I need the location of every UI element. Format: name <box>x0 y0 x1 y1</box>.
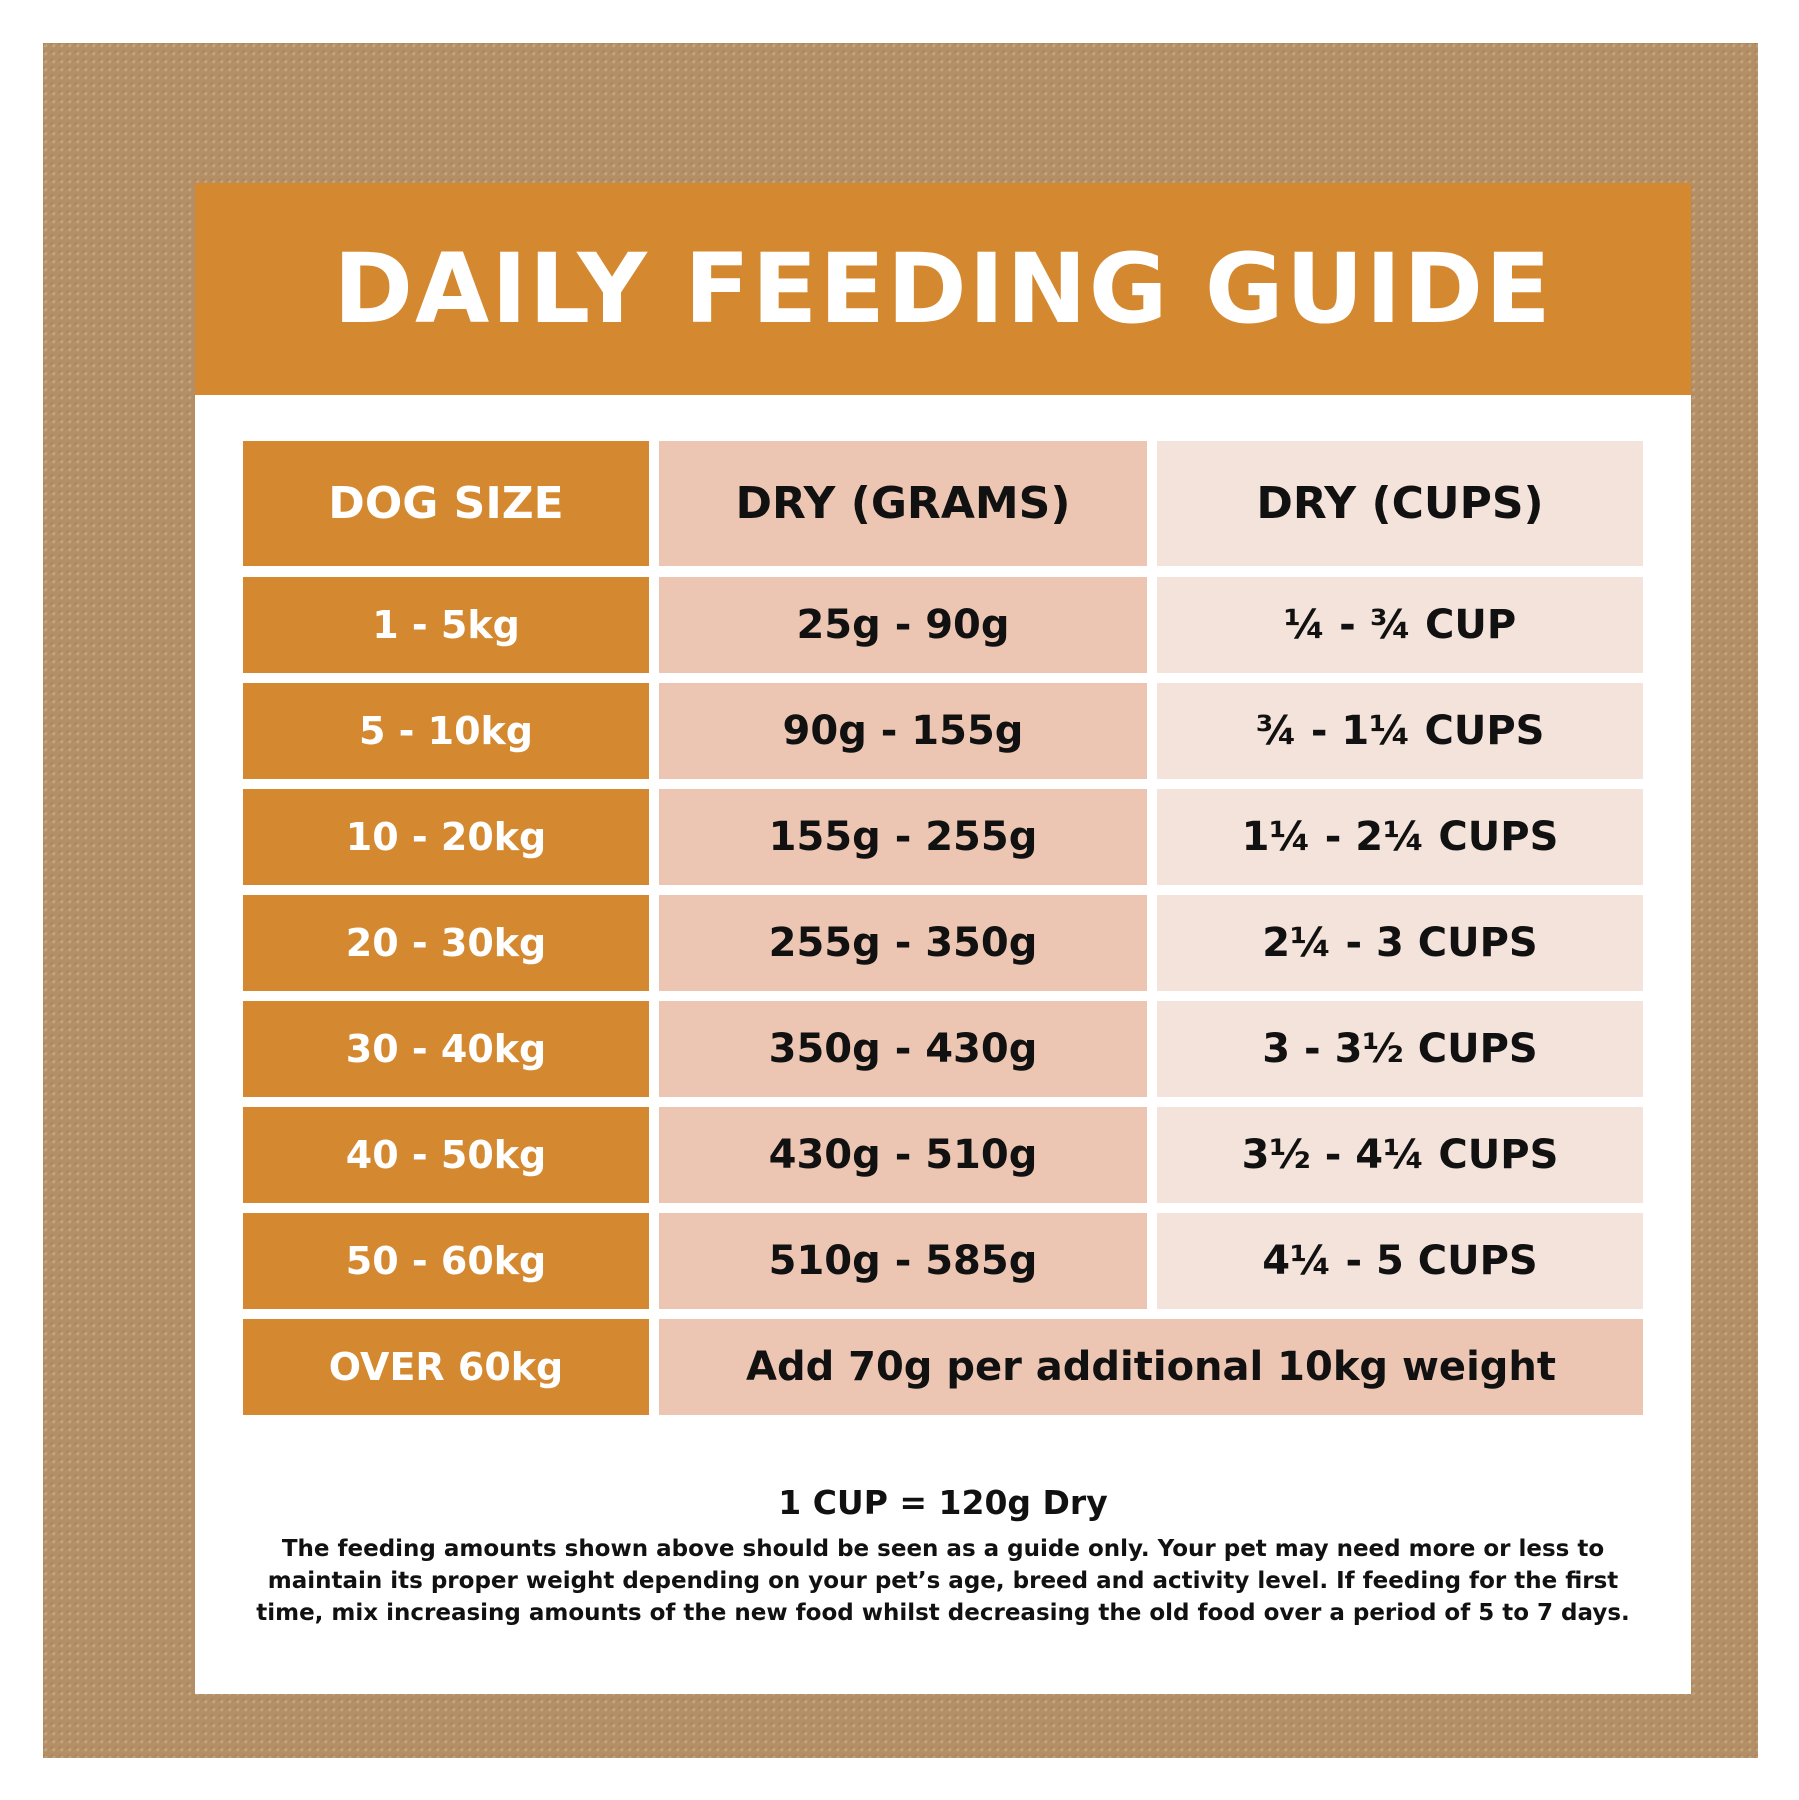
row-3-dog-size: 10 - 20kg <box>243 789 649 885</box>
feeding-guide-card: DAILY FEEDING GUIDE DOG SIZE DRY (GRAMS)… <box>195 183 1691 1694</box>
row-7-dry-cups: 4¼ - 5 CUPS <box>1157 1213 1643 1309</box>
row-7-dog-size: 50 - 60kg <box>243 1213 649 1309</box>
row-3-dry-grams: 155g - 255g <box>659 789 1147 885</box>
row-5-dog-size: 30 - 40kg <box>243 1001 649 1097</box>
row-5-dry-cups: 3 - 3½ CUPS <box>1157 1001 1643 1097</box>
row-5-dry-grams: 350g - 430g <box>659 1001 1147 1097</box>
row-6-dog-size: 40 - 50kg <box>243 1107 649 1203</box>
page-title: DAILY FEEDING GUIDE <box>333 233 1553 345</box>
row-7-dry-grams: 510g - 585g <box>659 1213 1147 1309</box>
row-6-dry-cups: 3½ - 4¼ CUPS <box>1157 1107 1643 1203</box>
row-6-dry-grams: 430g - 510g <box>659 1107 1147 1203</box>
header-dry-cups: DRY (CUPS) <box>1157 441 1643 566</box>
title-banner: DAILY FEEDING GUIDE <box>195 183 1691 395</box>
background-frame: DAILY FEEDING GUIDE DOG SIZE DRY (GRAMS)… <box>43 43 1758 1758</box>
row-4-dry-grams: 255g - 350g <box>659 895 1147 991</box>
row-1-dry-cups: ¼ - ¾ CUP <box>1157 577 1643 673</box>
row-8-additional-note: Add 70g per additional 10kg weight <box>659 1319 1643 1415</box>
cup-conversion: 1 CUP = 120g Dry <box>778 1483 1108 1522</box>
row-4-dog-size: 20 - 30kg <box>243 895 649 991</box>
row-2-dry-grams: 90g - 155g <box>659 683 1147 779</box>
header-dry-grams: DRY (GRAMS) <box>659 441 1147 566</box>
row-2-dry-cups: ¾ - 1¼ CUPS <box>1157 683 1643 779</box>
feeding-disclaimer: The feeding amounts shown above should b… <box>256 1536 1630 1626</box>
row-1-dog-size: 1 - 5kg <box>243 577 649 673</box>
row-2-dog-size: 5 - 10kg <box>243 683 649 779</box>
row-4-dry-cups: 2¼ - 3 CUPS <box>1157 895 1643 991</box>
row-3-dry-cups: 1¼ - 2¼ CUPS <box>1157 789 1643 885</box>
header-dog-size: DOG SIZE <box>243 441 649 566</box>
row-1-dry-grams: 25g - 90g <box>659 577 1147 673</box>
row-8-dog-size: OVER 60kg <box>243 1319 649 1415</box>
